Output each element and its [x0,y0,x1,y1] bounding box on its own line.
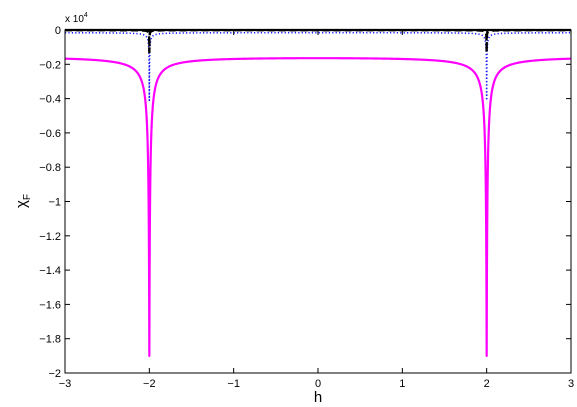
y-axis-multiplier: x 104 [65,12,88,25]
x-tick-label: 2 [484,378,490,390]
x-tick-label: −2 [143,378,156,390]
y-tick-label: −1.4 [39,265,61,277]
x-tick-label: 0 [315,378,321,390]
x-tick-label: −3 [59,378,72,390]
x-tick-label: 1 [399,378,405,390]
y-tick-label: −1.2 [39,231,61,243]
y-tick-label: −0.2 [39,59,61,71]
x-axis-ticks: −3 −2 −1 0 1 2 3 [59,30,574,390]
y-axis-label-main: χ [13,200,30,208]
y-axis-label: χF [13,194,33,208]
y-tick-label: −0.6 [39,128,61,140]
series-line-1 [64,57,572,357]
y-tick-label: −2 [48,368,61,380]
y-tick-label: −0.4 [39,94,61,106]
y-multiplier-base: x 10 [65,14,84,25]
y-tick-label: −1.6 [39,299,61,311]
x-axis-label: h [314,389,322,406]
y-tick-label: −1.8 [39,334,61,346]
y-tick-label: −1 [48,197,61,209]
y-multiplier-exponent: 4 [84,12,88,19]
y-tick-label: 0 [55,25,61,37]
y-tick-label: −0.8 [39,162,61,174]
x-tick-label: −1 [227,378,240,390]
y-axis-label-subscript: F [22,194,33,200]
x-tick-label: 3 [568,378,574,390]
y-axis-ticks: 0 −0.2 −0.4 −0.6 −0.8 −1 −1.2 −1.4 −1.6 −1.8 −2 [39,25,571,380]
